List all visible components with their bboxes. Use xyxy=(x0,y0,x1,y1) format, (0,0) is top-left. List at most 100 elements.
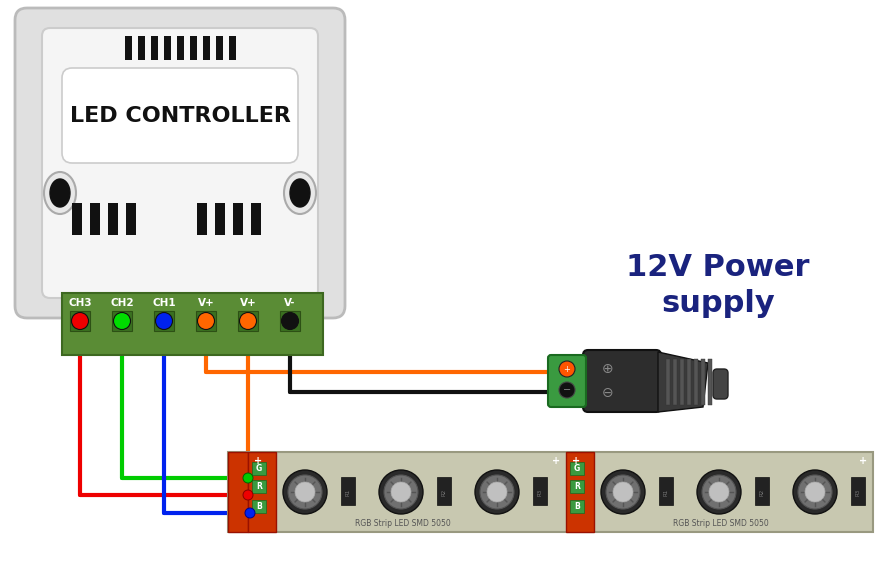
Bar xyxy=(124,36,131,60)
Text: V+: V+ xyxy=(197,298,214,308)
Circle shape xyxy=(391,482,411,502)
Bar xyxy=(151,36,158,60)
Bar xyxy=(851,477,865,505)
Bar xyxy=(228,452,248,532)
Circle shape xyxy=(487,482,507,502)
Circle shape xyxy=(197,312,214,329)
Ellipse shape xyxy=(44,172,76,214)
Text: R1: R1 xyxy=(663,488,669,496)
Circle shape xyxy=(384,475,418,509)
Text: G: G xyxy=(574,464,580,473)
FancyBboxPatch shape xyxy=(62,68,298,163)
Bar xyxy=(112,311,132,331)
Bar xyxy=(680,359,684,405)
Circle shape xyxy=(282,312,299,329)
Bar xyxy=(570,480,584,493)
Circle shape xyxy=(288,475,322,509)
Bar xyxy=(90,203,100,235)
Bar xyxy=(70,311,90,331)
Text: +: + xyxy=(564,364,570,373)
Circle shape xyxy=(613,482,633,502)
Text: −: − xyxy=(563,385,571,395)
Text: CH3: CH3 xyxy=(68,298,92,308)
Circle shape xyxy=(559,382,575,398)
Circle shape xyxy=(805,482,825,502)
Text: G: G xyxy=(255,464,263,473)
Bar xyxy=(666,359,670,405)
Text: RGB Strip LED SMD 5050: RGB Strip LED SMD 5050 xyxy=(355,519,451,528)
Bar xyxy=(248,452,276,532)
Text: LED CONTROLLER: LED CONTROLLER xyxy=(70,106,291,125)
Bar xyxy=(197,203,207,235)
Bar xyxy=(533,477,547,505)
Text: +: + xyxy=(572,456,580,466)
Text: V+: V+ xyxy=(240,298,256,308)
Text: R: R xyxy=(256,482,262,491)
Bar xyxy=(694,359,698,405)
Bar xyxy=(252,462,266,475)
Bar xyxy=(566,452,594,532)
Ellipse shape xyxy=(290,179,310,207)
Bar xyxy=(659,477,673,505)
Circle shape xyxy=(245,508,255,518)
Circle shape xyxy=(114,312,130,329)
Bar xyxy=(755,477,769,505)
Text: R3: R3 xyxy=(855,488,861,496)
Text: +: + xyxy=(552,456,560,466)
Circle shape xyxy=(480,475,514,509)
FancyBboxPatch shape xyxy=(713,369,728,399)
Circle shape xyxy=(702,475,736,509)
Bar xyxy=(72,203,82,235)
Circle shape xyxy=(71,312,88,329)
Bar xyxy=(233,203,243,235)
Bar xyxy=(570,500,584,513)
Bar xyxy=(252,480,266,493)
Bar xyxy=(137,36,144,60)
Bar xyxy=(701,359,705,405)
Bar xyxy=(238,311,258,331)
Text: ⊖: ⊖ xyxy=(603,386,614,400)
Text: RGB Strip LED SMD 5050: RGB Strip LED SMD 5050 xyxy=(673,519,769,528)
Text: supply: supply xyxy=(661,289,775,318)
Bar xyxy=(687,359,691,405)
Text: ⊕: ⊕ xyxy=(603,362,614,376)
Circle shape xyxy=(379,470,423,514)
Text: R1: R1 xyxy=(345,488,351,496)
Text: B: B xyxy=(574,502,580,511)
Circle shape xyxy=(606,475,640,509)
FancyBboxPatch shape xyxy=(548,355,586,407)
Text: R: R xyxy=(574,482,580,491)
Bar xyxy=(251,203,261,235)
Bar xyxy=(126,203,136,235)
Circle shape xyxy=(601,470,645,514)
Bar xyxy=(62,293,323,355)
Bar xyxy=(164,36,171,60)
Bar xyxy=(341,477,355,505)
Text: B: B xyxy=(256,502,262,511)
Circle shape xyxy=(240,312,256,329)
FancyBboxPatch shape xyxy=(583,350,661,412)
Bar xyxy=(215,203,225,235)
FancyBboxPatch shape xyxy=(15,8,345,318)
Circle shape xyxy=(793,470,837,514)
Bar xyxy=(176,36,183,60)
Bar xyxy=(154,311,174,331)
Text: R2: R2 xyxy=(759,488,765,496)
Bar xyxy=(252,500,266,513)
Circle shape xyxy=(798,475,832,509)
Text: CH1: CH1 xyxy=(152,298,176,308)
Text: 12V Power: 12V Power xyxy=(626,253,810,282)
Text: CH2: CH2 xyxy=(110,298,134,308)
Bar xyxy=(196,311,216,331)
Circle shape xyxy=(243,490,253,500)
Bar xyxy=(189,36,196,60)
Circle shape xyxy=(295,482,315,502)
Circle shape xyxy=(156,312,173,329)
Bar xyxy=(228,452,873,532)
Ellipse shape xyxy=(284,172,316,214)
Bar xyxy=(108,203,118,235)
Polygon shape xyxy=(658,352,708,412)
Bar xyxy=(280,311,300,331)
Circle shape xyxy=(709,482,729,502)
Bar xyxy=(216,36,223,60)
